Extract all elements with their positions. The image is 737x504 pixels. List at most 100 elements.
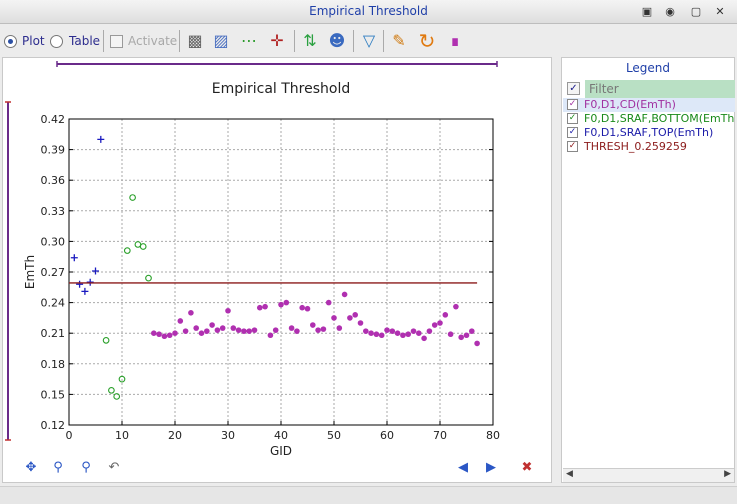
legend-item-label: F0,D1,SRAF,BOTTOM(EmTh) [584,112,735,125]
plot-radio-label[interactable]: Plot [22,34,45,48]
data-point-cd [405,331,412,338]
filter-checkbox[interactable]: ✓ [567,82,580,95]
data-point-cd [151,330,157,337]
legend-header: Legend [625,61,671,75]
table-radio[interactable] [50,35,63,48]
x-tick-label: 40 [274,429,288,442]
x-tick-label: 80 [486,429,500,442]
data-point-cd [278,301,284,308]
data-point-cd [400,332,406,339]
group-icon[interactable]: ☻ [328,31,346,50]
x-tick-label: 20 [168,429,182,442]
data-point-sraf-bottom [102,336,110,344]
filter-icon[interactable]: ▽ [362,31,376,50]
legend-item[interactable]: ✓ F0,D1,SRAF,TOP(EmTh) [563,126,735,140]
draw-axis-icon[interactable]: ✎ [392,31,406,50]
save-image-icon[interactable]: ▩ [187,31,203,50]
legend-scrollbar[interactable]: ◀ ▶ [563,468,734,482]
data-point-cd [394,330,401,337]
data-point-cd [166,332,173,339]
data-point-cd [421,335,427,342]
zoom-in-icon[interactable]: ⚲ [53,460,63,475]
data-point-cd [426,328,433,334]
y-tick-label: 0.39 [41,144,66,157]
data-point-sraf-bottom [145,274,152,282]
scroll-left-icon[interactable]: ◀ [566,469,573,479]
legend-item-label: F0,D1,SRAF,TOP(EmTh) [584,126,714,139]
data-point-cd [331,315,337,321]
sort-icon[interactable]: ⇅ [303,31,317,50]
plot-radio[interactable] [4,35,17,48]
data-point-cd [384,327,390,333]
scatter-style-icon[interactable]: ⋯ [241,31,257,50]
next-icon[interactable]: ▶ [486,460,496,475]
data-point-sraf-bottom [123,247,131,254]
legend-item-checkbox[interactable]: ✓ [567,113,578,124]
data-point-cd [204,328,210,334]
chart[interactable]: Empirical Threshold 0 10 20 30 40 50 60 70 80 0.12… [3,58,551,482]
data-point-cd [172,330,178,337]
clear-icon[interactable]: ✖ [521,460,533,475]
activate-label: Activate [128,34,178,48]
activate-checkbox[interactable] [110,35,123,48]
data-point-cd [431,322,438,328]
y-tick-label: 0.24 [41,297,66,310]
data-point-sraf-bottom [118,375,126,383]
data-point-cd [299,304,306,311]
markers-icon[interactable]: ✛ [270,31,284,50]
data-point-cd [209,322,215,328]
data-point-cd [225,307,231,314]
plot-panel: Empirical Threshold 0 10 20 30 40 50 60 70 80 0.12… [2,57,552,483]
zoom-out-icon[interactable]: ⚲ [81,460,91,475]
undo-zoom-icon[interactable]: ↶ [108,460,120,475]
data-point-cd [458,334,465,341]
filter-row: ✓ Filter [563,80,735,98]
data-point-sraf-bottom [139,243,147,250]
pin-icon[interactable]: ▣ [641,5,653,18]
data-point-cd [198,330,205,337]
close-icon[interactable]: ✕ [715,5,725,18]
previous-icon[interactable]: ◀ [458,460,468,475]
table-radio-label[interactable]: Table [69,34,101,48]
toolbar-separator [179,30,180,52]
data-point-cd [267,332,274,339]
x-tick-label: 0 [66,429,73,442]
data-point-cd [310,322,316,328]
data-point-cd [182,328,189,334]
data-point-cd [219,325,226,331]
legend-item-checkbox[interactable]: ✓ [567,99,578,110]
legend-item-label: F0,D1,CD(EmTh) [584,98,676,111]
legend-item-checkbox[interactable]: ✓ [567,141,578,152]
toolbar-separator [294,30,295,52]
y-tick-label: 0.33 [41,205,66,218]
data-point-cd [341,291,348,298]
x-tick-label: 70 [433,429,447,442]
toolbar-separator [353,30,354,52]
data-point-cd [463,332,470,339]
clipboard-icon[interactable]: ▨ [213,31,229,50]
legend-item-checkbox[interactable]: ✓ [567,127,578,138]
legend-item[interactable]: ✓ F0,D1,SRAF,BOTTOM(EmTh) [563,112,735,126]
toolbar-separator [383,30,384,52]
data-point-sraf-top [76,280,84,288]
data-point-cd [389,328,396,334]
legend-item[interactable]: ✓ F0,D1,CD(EmTh) [563,98,735,112]
data-point-sraf-top [70,254,78,262]
data-point-cd [378,332,385,339]
data-point-cd [241,328,247,334]
data-point-cd [325,299,332,306]
float-icon[interactable]: ◉ [665,5,675,18]
scroll-right-icon[interactable]: ▶ [724,469,731,479]
data-point-sraf-top [81,287,89,295]
legend-item-label: THRESH_0.259259 [584,140,687,153]
pan-icon[interactable]: ✥ [25,460,37,475]
data-point-cd [294,328,300,334]
filter-input[interactable]: Filter [585,80,735,98]
plot-settings-icon[interactable]: ∎ [449,31,461,50]
data-point-cd [437,320,443,326]
data-point-cd [315,327,321,333]
maximize-icon[interactable]: ▢ [690,5,702,18]
reset-icon[interactable]: ↻ [418,29,436,53]
data-point-cd [193,325,199,331]
legend-item[interactable]: ✓ THRESH_0.259259 [563,140,735,154]
